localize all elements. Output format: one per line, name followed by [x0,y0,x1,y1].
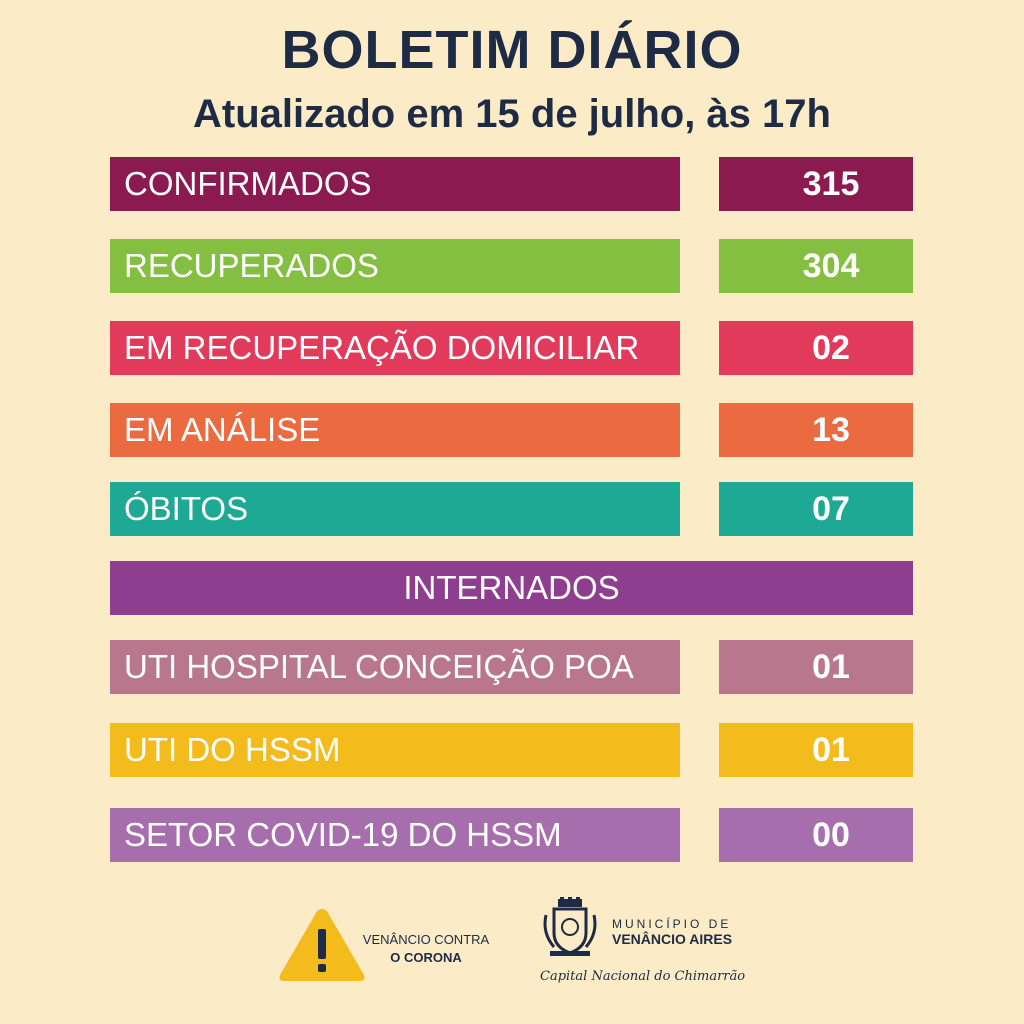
stat-row-em-analise: EM ANÁLISE 13 [0,403,1024,459]
campaign-line-1: VENÂNCIO CONTRA [362,932,490,947]
stat-value: 304 [719,239,913,293]
tagline: Capital Nacional do Chimarrão [540,969,746,984]
municipality-name: MUNICÍPIO DE VENÂNCIO AIRES [612,917,732,947]
stat-label: RECUPERADOS [110,239,680,293]
internado-value: 01 [719,723,913,777]
internado-row-uti-conceicao: UTI HOSPITAL CONCEIÇÃO POA 01 [0,640,1024,696]
internado-value: 01 [719,640,913,694]
internado-row-setor-covid: SETOR COVID-19 DO HSSM 00 [0,808,1024,864]
campaign-text: VENÂNCIO CONTRA O CORONA [356,931,496,967]
internados-section: INTERNADOS [0,561,1024,617]
stat-label: EM ANÁLISE [110,403,680,457]
stat-value: 07 [719,482,913,536]
stat-value: 02 [719,321,913,375]
internados-heading: INTERNADOS [110,561,913,615]
stat-row-obitos: ÓBITOS 07 [0,482,1024,538]
stat-row-recuperados: RECUPERADOS 304 [0,239,1024,295]
stat-label: ÓBITOS [110,482,680,536]
stat-label: CONFIRMADOS [110,157,680,211]
internado-label: UTI DO HSSM [110,723,680,777]
internado-row-uti-hssm: UTI DO HSSM 01 [0,723,1024,779]
stat-row-confirmados: CONFIRMADOS 315 [0,157,1024,213]
footer: VENÂNCIO CONTRA O CORONA MUNICÍPIO DE VE… [0,895,1024,1005]
stat-value: 13 [719,403,913,457]
page-subtitle: Atualizado em 15 de julho, às 17h [193,92,831,136]
stat-row-recuperacao-domiciliar: EM RECUPERAÇÃO DOMICILIAR 02 [0,321,1024,377]
campaign-line-2: O CORONA [390,950,462,965]
stat-label: EM RECUPERAÇÃO DOMICILIAR [110,321,680,375]
warning-triangle-icon [279,909,365,981]
municipal-crest-icon [543,897,597,956]
internado-value: 00 [719,808,913,862]
page-title: BOLETIM DIÁRIO [281,20,743,80]
stat-value: 315 [719,157,913,211]
municipality-line-1: MUNICÍPIO DE [612,917,732,931]
municipality-line-2: VENÂNCIO AIRES [612,931,733,947]
internado-label: SETOR COVID-19 DO HSSM [110,808,680,862]
internado-label: UTI HOSPITAL CONCEIÇÃO POA [110,640,680,694]
